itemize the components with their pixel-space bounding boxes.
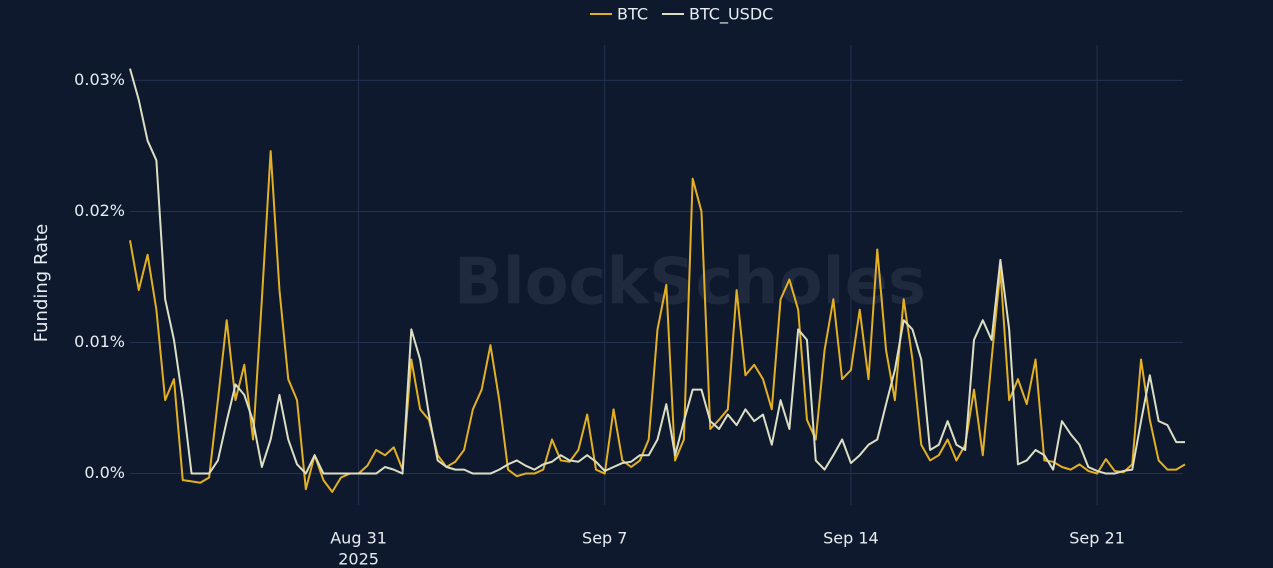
- legend-label: BTC_USDC: [689, 5, 773, 25]
- y-tick-label: 0.0%: [84, 463, 125, 482]
- lines: [129, 68, 1186, 493]
- y-axis-title: Funding Rate: [31, 224, 52, 342]
- x-tick-label: Sep 14: [823, 529, 879, 548]
- legend: BTC BTC_USDC: [590, 5, 773, 25]
- x-tick-label: Sep 21: [1069, 529, 1125, 548]
- legend-label: BTC: [617, 5, 648, 24]
- x-tick-label: Sep 7: [582, 529, 627, 548]
- series-line: [129, 150, 1186, 493]
- y-tick-label: 0.01%: [74, 332, 125, 351]
- x-tick-sublabel: 2025: [338, 550, 379, 568]
- x-tick-label: Aug 31: [330, 529, 387, 548]
- y-tick-label: 0.03%: [74, 70, 125, 89]
- grid: 0.0% 0.01% 0.02% 0.03% Aug 31 2025 Sep 7 Sep 14…: [74, 45, 1183, 568]
- series-line: [129, 68, 1185, 475]
- y-tick-label: 0.02%: [74, 201, 125, 220]
